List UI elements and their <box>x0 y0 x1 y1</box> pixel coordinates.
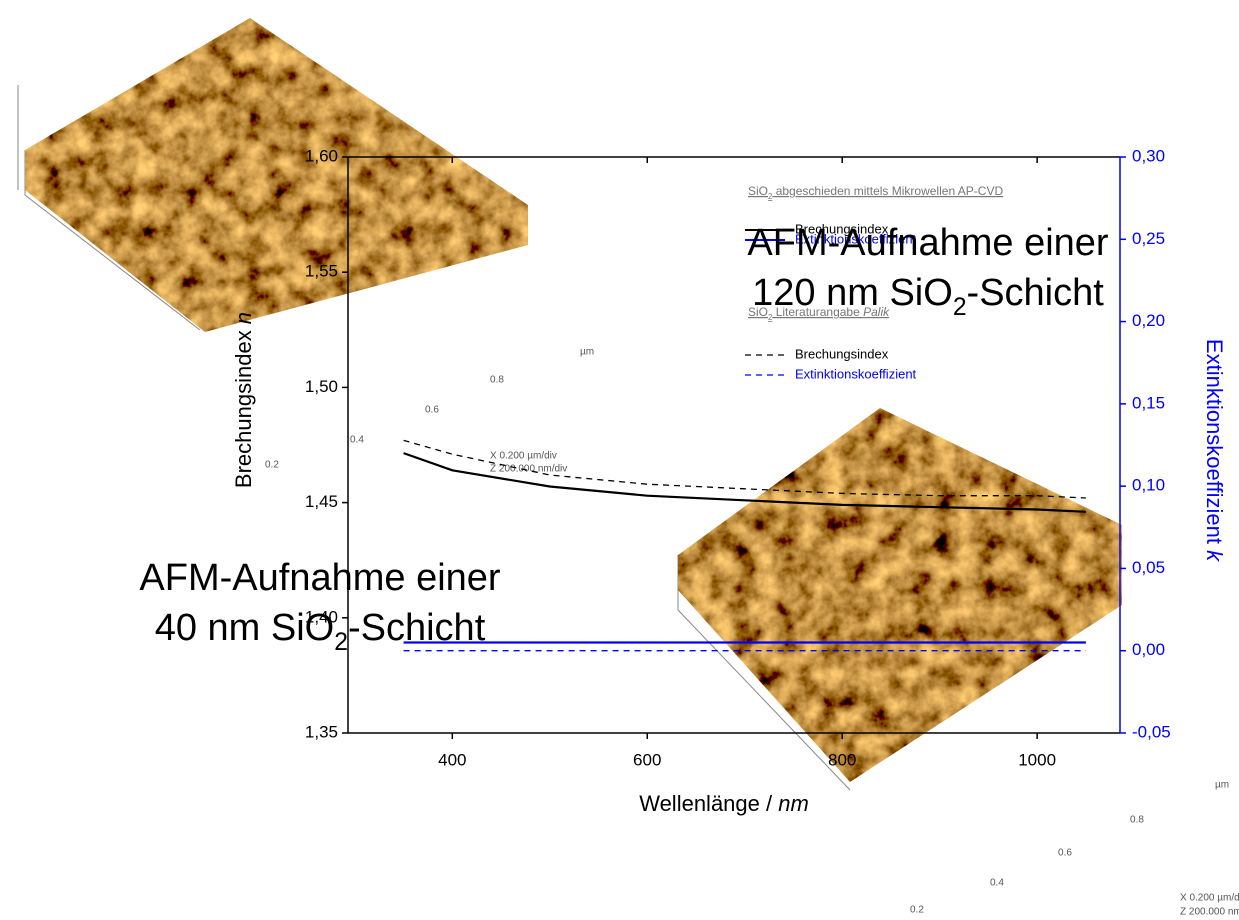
afm-surface <box>678 408 1122 782</box>
afm-label: X 0.200 µm/div <box>490 451 557 462</box>
afm-surface <box>25 18 528 332</box>
x-tick-label: 800 <box>828 750 856 769</box>
afm-label: 0.2 <box>265 460 279 471</box>
y2-tick-label: 0,10 <box>1132 476 1165 495</box>
y-tick-label: 1,35 <box>305 722 338 741</box>
afm-label: 0.6 <box>1058 848 1072 859</box>
afm-label: 0.8 <box>1130 815 1144 826</box>
text-part: AFM-Aufnahme einer <box>139 557 500 599</box>
legend-label: Extinktionskoeffizient <box>795 231 917 246</box>
afm-label: 0.2 <box>910 905 924 916</box>
caption: 120 nm SiO2-Schicht <box>752 272 1104 321</box>
afm-label: 0.6 <box>425 405 439 416</box>
y2-tick-label: 0,15 <box>1132 393 1165 412</box>
x-tick-label: 600 <box>633 750 661 769</box>
text-part: 120 nm SiO <box>752 272 953 314</box>
y2-tick-label: 0,20 <box>1132 311 1165 330</box>
text-part: n <box>231 312 256 324</box>
text-part: nm <box>778 791 809 816</box>
text-part: Extinktionskoeffizient <box>1202 339 1227 550</box>
y-tick-label: 1,50 <box>305 377 338 396</box>
caption: AFM-Aufnahme einer <box>747 222 1108 264</box>
legend-title: SiO2 abgeschieden mittels Mikrowellen AP… <box>748 184 1003 200</box>
afm-label: X 0.200 µm/d <box>1180 893 1239 904</box>
x-tick-label: 400 <box>438 750 466 769</box>
series-line <box>403 439 1086 499</box>
text-part: 40 nm SiO <box>155 607 335 649</box>
afm-label: 0.4 <box>990 878 1004 889</box>
legend-label: Brechungsindex <box>795 346 889 361</box>
afm-label: 0.8 <box>490 375 504 386</box>
text-part: -Schicht <box>967 272 1105 314</box>
y2-tick-label: -0,05 <box>1132 722 1171 741</box>
legend-title: SiO2 Literaturangabe Palik <box>748 305 890 321</box>
text-part: Wellenlänge / <box>639 791 778 816</box>
afm-label: Z 200.000 nm <box>1180 907 1239 918</box>
caption: 40 nm SiO2-Schicht <box>155 607 486 656</box>
y2-tick-label: 0,25 <box>1132 229 1165 248</box>
text-part: abgeschieden mittels Mikrowellen AP-CVD <box>772 184 1003 198</box>
text-part: 2 <box>768 313 772 322</box>
legend-label: Brechungsindex <box>795 221 889 236</box>
y-tick-label: 1,55 <box>305 262 338 281</box>
afm-label: 0.4 <box>350 435 364 446</box>
x-axis-title: Wellenlänge / nm <box>639 791 809 816</box>
text-part: Literaturangabe <box>772 305 863 319</box>
y-tick-label: 1,45 <box>305 492 338 511</box>
y-axis-title: Brechungsindex n <box>231 312 256 488</box>
text-part: k <box>1202 550 1227 562</box>
text-part: 2 <box>334 629 348 656</box>
text-part: Palik <box>863 305 890 319</box>
caption: AFM-Aufnahme einer <box>139 557 500 599</box>
y2-tick-label: 0,30 <box>1132 146 1165 165</box>
text-part: -Schicht <box>348 607 486 649</box>
y-tick-label: 1,60 <box>305 146 338 165</box>
x-tick-label: 1000 <box>1018 750 1056 769</box>
text-part: SiO <box>748 305 768 319</box>
y2-tick-label: 0,05 <box>1132 558 1165 577</box>
afm-label: µm <box>580 347 594 358</box>
afm-images: µm 0.8 0.6 0.4 0.2 X 0.200 µm/div Z 200.000 nm… <box>17 18 1239 918</box>
legend-label: Extinktionskoeffizient <box>795 366 917 381</box>
afm-label: µm <box>1215 780 1229 791</box>
chart: 1,35 1,40 1,45 1,50 1,55 1,60 -0,05 0,00 0,05 0,1… <box>231 146 1227 815</box>
series-line <box>403 452 1086 513</box>
text-part: SiO <box>748 184 768 198</box>
afm-image <box>17 18 528 332</box>
y-tick-label: 1,40 <box>305 607 338 626</box>
text-part: 2 <box>953 294 967 321</box>
text-part: Brechungsindex <box>231 324 256 488</box>
text-part: 2 <box>768 192 772 201</box>
y2-axis-title: Extinktionskoeffizient k <box>1202 339 1227 562</box>
text-part: AFM-Aufnahme einer <box>747 222 1108 264</box>
afm-label: Z 200.000 nm/div <box>490 464 567 475</box>
y2-tick-label: 0,00 <box>1132 640 1165 659</box>
